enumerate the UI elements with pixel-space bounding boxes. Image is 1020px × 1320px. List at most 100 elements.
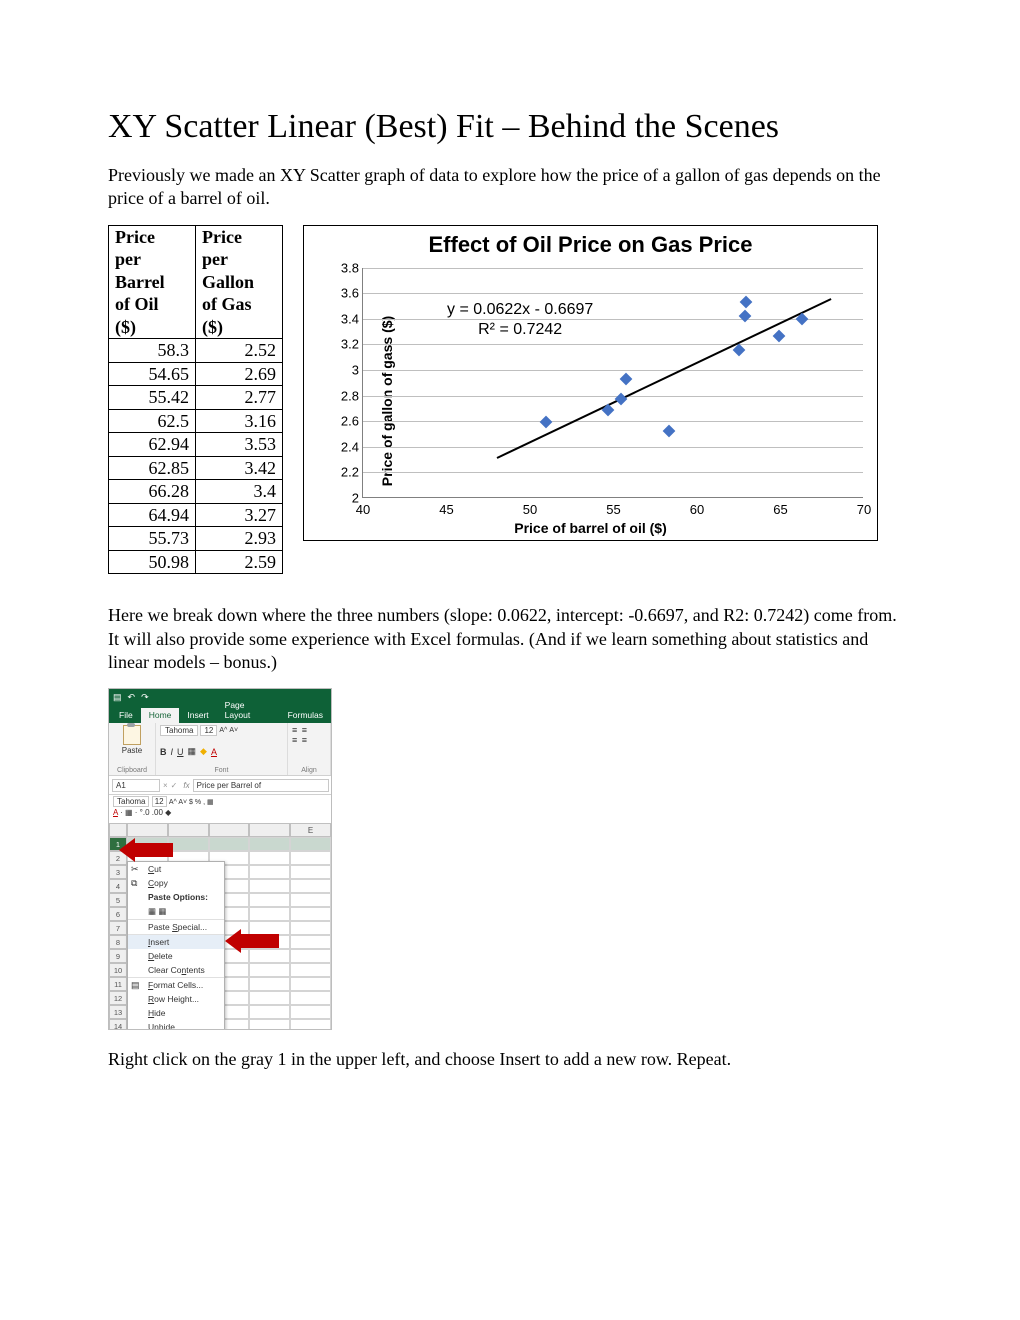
save-icon[interactable]: ▤ <box>113 692 122 703</box>
font-name-box[interactable]: Tahoma <box>160 725 198 736</box>
excel-cell[interactable] <box>290 991 331 1005</box>
row-header[interactable]: 6 <box>109 907 127 921</box>
select-all-corner[interactable] <box>109 823 127 837</box>
excel-cell[interactable] <box>249 949 290 963</box>
excel-cell[interactable] <box>249 921 290 935</box>
tab-formulas[interactable]: Formulas <box>280 708 331 723</box>
redo-icon[interactable]: ↷ <box>141 692 149 703</box>
format-icon: ▤ <box>131 980 140 991</box>
col-hdr-e[interactable]: E <box>290 823 331 837</box>
paste-button[interactable]: Paste <box>113 725 151 755</box>
excel-cell[interactable] <box>249 851 290 865</box>
mini-font[interactable]: Tahoma <box>113 796 149 807</box>
excel-cell[interactable] <box>209 837 250 851</box>
ytick: 3.6 <box>327 286 359 301</box>
excel-cell[interactable] <box>249 893 290 907</box>
border-button[interactable]: ▦ <box>188 746 197 757</box>
cell-gas: 2.93 <box>196 527 283 551</box>
ctx-cut[interactable]: ✂Cut <box>128 862 224 876</box>
excel-cell[interactable] <box>249 1005 290 1019</box>
col2-header: PriceperGallonof Gas($) <box>196 225 283 339</box>
tab-home[interactable]: Home <box>141 708 180 723</box>
font-group-label: Font <box>160 767 283 774</box>
bold-button[interactable]: B <box>160 747 167 757</box>
excel-cell[interactable] <box>290 963 331 977</box>
excel-cell[interactable] <box>249 837 290 851</box>
excel-cell[interactable] <box>290 837 331 851</box>
undo-icon[interactable]: ↶ <box>128 692 136 703</box>
ctx-clear[interactable]: Clear Contents <box>128 963 224 977</box>
row-header[interactable]: 9 <box>109 949 127 963</box>
ctx-row-height[interactable]: Row Height... <box>128 992 224 1006</box>
col-hdr[interactable] <box>249 823 290 837</box>
ytick: 3 <box>327 363 359 378</box>
formula-bar[interactable]: Price per Barrel of <box>193 779 329 792</box>
ctx-copy[interactable]: ⧉Copy <box>128 876 224 890</box>
ctx-paste-special[interactable]: Paste Special... <box>128 919 224 934</box>
excel-cell[interactable] <box>249 991 290 1005</box>
excel-cell[interactable] <box>249 977 290 991</box>
excel-cell[interactable] <box>249 963 290 977</box>
excel-cell[interactable] <box>290 879 331 893</box>
ctx-delete[interactable]: Delete <box>128 949 224 963</box>
name-box[interactable]: A1 <box>112 779 160 792</box>
excel-cell[interactable] <box>249 907 290 921</box>
excel-cell[interactable] <box>290 921 331 935</box>
underline-button[interactable]: U <box>177 747 184 757</box>
excel-cell[interactable] <box>290 935 331 949</box>
excel-cell[interactable] <box>290 893 331 907</box>
excel-cell[interactable] <box>290 1019 331 1030</box>
excel-cell[interactable] <box>290 977 331 991</box>
tab-insert[interactable]: Insert <box>179 708 216 723</box>
shrink-font-icon[interactable]: A˅ <box>229 727 238 734</box>
tab-page-layout[interactable]: Page Layout <box>217 698 280 723</box>
col-hdr[interactable] <box>168 823 209 837</box>
clipboard-icon <box>123 725 141 745</box>
ytick: 2.6 <box>327 414 359 429</box>
fx-icon[interactable]: fx <box>183 781 189 790</box>
xtick: 55 <box>606 502 620 517</box>
row-header[interactable]: 12 <box>109 991 127 1005</box>
ctx-paste-icons[interactable]: ▦ ▦ <box>128 904 224 919</box>
ctx-format[interactable]: ▤Format Cells... <box>128 977 224 992</box>
ytick: 3.4 <box>327 311 359 326</box>
row-header[interactable]: 8 <box>109 935 127 949</box>
row-header[interactable]: 4 <box>109 879 127 893</box>
font-size-box[interactable]: 12 <box>200 725 217 736</box>
excel-cell[interactable] <box>249 1019 290 1030</box>
excel-ribbon: Paste Clipboard Tahoma 12 A^ A˅ B I U ▦ … <box>109 723 331 776</box>
fill-color-button[interactable]: ◆ <box>200 746 207 757</box>
col-hdr[interactable] <box>127 823 168 837</box>
tab-file[interactable]: File <box>111 708 141 723</box>
excel-cell[interactable] <box>290 851 331 865</box>
italic-button[interactable]: I <box>171 747 174 757</box>
ctx-unhide[interactable]: Unhide <box>128 1020 224 1030</box>
row-header[interactable]: 14 <box>109 1019 127 1030</box>
ytick: 2.2 <box>327 465 359 480</box>
excel-cell[interactable] <box>290 865 331 879</box>
font-color-button[interactable]: A <box>211 747 217 757</box>
excel-cell[interactable] <box>290 907 331 921</box>
chart-r2: R² = 0.7242 <box>447 320 593 340</box>
cell-gas: 2.52 <box>196 339 283 363</box>
grow-font-icon[interactable]: A^ <box>219 727 227 734</box>
row-header[interactable]: 11 <box>109 977 127 991</box>
col-hdr[interactable] <box>209 823 250 837</box>
row-header[interactable]: 5 <box>109 893 127 907</box>
excel-cell[interactable] <box>249 879 290 893</box>
cell-oil: 62.5 <box>109 409 196 433</box>
row-header[interactable]: 10 <box>109 963 127 977</box>
row-header[interactable]: 3 <box>109 865 127 879</box>
mini-size[interactable]: 12 <box>152 796 167 807</box>
row-header[interactable]: 13 <box>109 1005 127 1019</box>
excel-cell[interactable] <box>168 837 209 851</box>
excel-cell[interactable] <box>290 1005 331 1019</box>
ctx-insert[interactable]: Insert <box>128 934 224 949</box>
ctx-hide[interactable]: Hide <box>128 1006 224 1020</box>
xtick: 50 <box>523 502 537 517</box>
align-buttons[interactable]: ≡ ≡≡ ≡ <box>292 725 326 745</box>
table-row: 58.32.52 <box>109 339 283 363</box>
excel-cell[interactable] <box>290 949 331 963</box>
row-header[interactable]: 7 <box>109 921 127 935</box>
excel-cell[interactable] <box>249 865 290 879</box>
